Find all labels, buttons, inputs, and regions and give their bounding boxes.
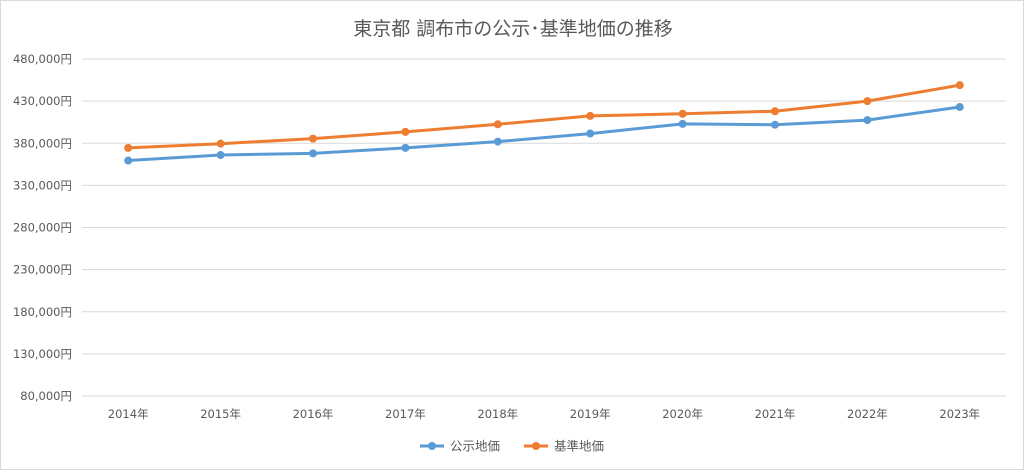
- data-point: [309, 149, 317, 158]
- data-point: [124, 143, 133, 152]
- data-point: [124, 156, 133, 165]
- data-point: [863, 97, 872, 106]
- series-line: [126, 83, 962, 150]
- y-tick-label: 380,000円: [13, 136, 72, 150]
- data-point: [493, 120, 502, 129]
- series-lines: [124, 81, 964, 165]
- data-point: [863, 116, 872, 125]
- x-tick-label: 2016年: [293, 407, 334, 421]
- x-tick-label: 2020年: [662, 407, 703, 421]
- y-tick-label: 130,000円: [13, 347, 72, 361]
- legend-item: 基準地価: [524, 439, 604, 454]
- series-2: [124, 81, 964, 152]
- legend: 公示地価 基準地価: [420, 439, 604, 454]
- y-axis-ticks: 80,000円 130,000円 180,000円 230,000円 280,000円 3…: [13, 52, 72, 403]
- x-tick-label: 2023年: [939, 407, 980, 421]
- x-tick-label: 2017年: [385, 407, 426, 421]
- gridlines: [82, 58, 1006, 397]
- x-tick-label: 2019年: [570, 407, 611, 421]
- data-point: [216, 151, 225, 160]
- legend-marker: [532, 442, 540, 450]
- data-point: [216, 139, 225, 148]
- legend-label: 基準地価: [554, 439, 604, 454]
- x-tick-label: 2015年: [200, 407, 241, 421]
- y-tick-label: 230,000円: [13, 263, 72, 277]
- x-tick-label: 2018年: [477, 407, 518, 421]
- data-point: [678, 119, 687, 128]
- data-point: [309, 134, 317, 143]
- data-point: [771, 107, 779, 116]
- y-tick-label: 480,000円: [13, 52, 72, 66]
- chart-title: 東京都 調布市の公示･基準地価の推移: [353, 18, 673, 40]
- y-tick-label: 430,000円: [13, 94, 72, 108]
- series-1: [124, 103, 964, 165]
- data-point: [955, 81, 964, 90]
- x-tick-label: 2022年: [847, 407, 888, 421]
- data-point: [771, 120, 779, 129]
- legend-marker: [428, 442, 436, 450]
- legend-label: 公示地価: [450, 439, 500, 454]
- x-axis-ticks: 2014年 2015年 2016年 2017年 2018年 2019年 2020年 2021年…: [108, 407, 980, 421]
- data-point: [586, 129, 595, 138]
- data-point: [586, 111, 595, 120]
- x-tick-label: 2014年: [108, 407, 149, 421]
- x-tick-label: 2021年: [755, 407, 796, 421]
- data-point: [493, 137, 502, 146]
- series-line: [126, 105, 962, 162]
- legend-item: 公示地価: [420, 439, 500, 454]
- data-point: [401, 143, 410, 152]
- data-point: [678, 109, 687, 118]
- y-tick-label: 330,000円: [13, 178, 72, 192]
- data-point: [401, 127, 410, 136]
- y-tick-label: 180,000円: [13, 305, 72, 319]
- y-tick-label: 280,000円: [13, 221, 72, 235]
- data-point: [955, 103, 964, 112]
- y-tick-label: 80,000円: [20, 389, 72, 403]
